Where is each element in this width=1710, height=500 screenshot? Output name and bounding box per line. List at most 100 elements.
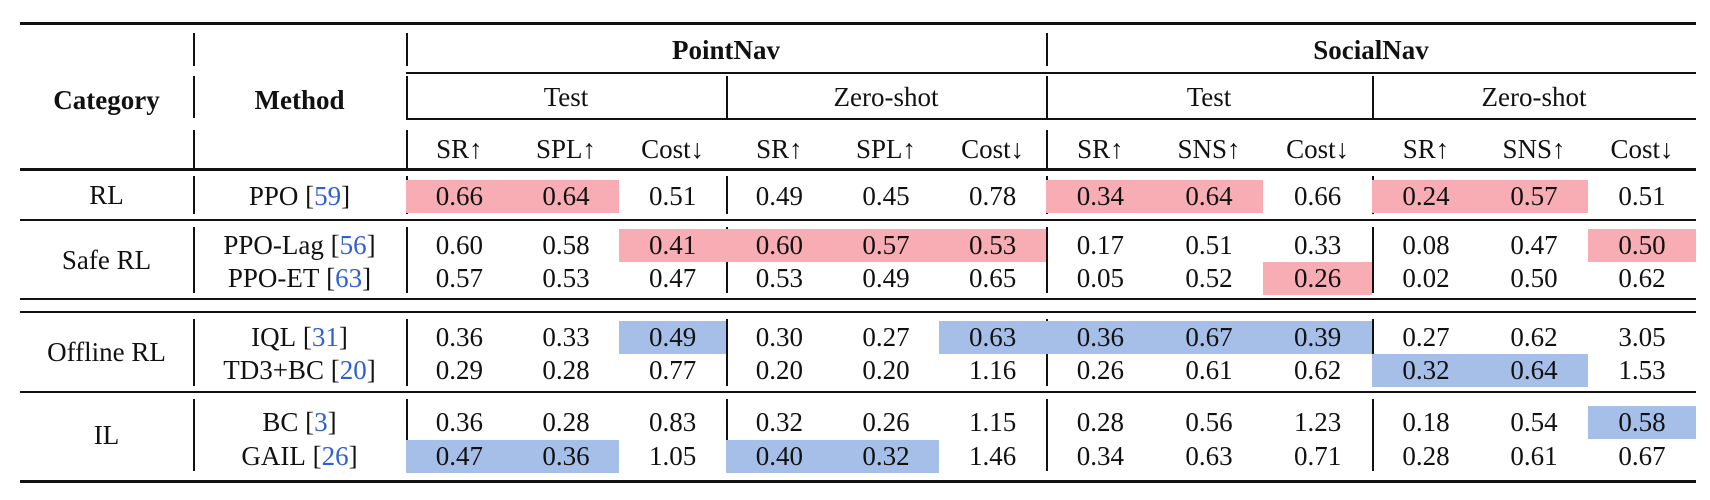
value-cell: 0.47 [649,263,697,293]
method-label: PPO-Lag [ [223,230,340,260]
value-cell: 0.08 [1402,230,1450,260]
value-cell: 0.27 [1402,322,1450,352]
value-cell: 0.64 [512,180,620,213]
method-label: IQL [ [251,322,312,352]
method-name: BC [3] [193,406,406,439]
value-cell: 0.49 [619,321,726,354]
value-cell: 0.28 [1402,441,1450,471]
header-bottom-rule [20,168,1696,171]
value-cell: 0.77 [649,355,697,385]
citation-link[interactable]: 3 [314,407,328,437]
value-cell: 0.71 [1294,441,1342,471]
column-rule [1372,76,1374,118]
value-cell: 0.30 [755,322,803,352]
citation-link[interactable]: 59 [314,181,342,211]
method-label: TD3+BC [ [223,355,340,385]
header-metric: SPL↑ [855,133,916,164]
value-cell: 0.50 [1510,263,1558,293]
value-cell: 0.41 [619,229,726,262]
value-cell: 0.63 [1185,441,1233,471]
value-cell: 3.05 [1618,322,1666,352]
value-cell: 0.62 [1618,263,1666,293]
value-cell: 0.26 [1263,262,1372,295]
column-rule [406,130,408,168]
value-cell: 0.05 [1076,263,1124,293]
value-cell: 0.65 [969,263,1017,293]
value-cell: 0.36 [435,322,483,352]
column-rule [193,33,195,66]
value-cell: 1.53 [1618,355,1666,385]
value-cell: 0.28 [542,407,590,437]
column-rule [1046,399,1048,471]
value-cell: 0.62 [1294,355,1342,385]
value-cell: 0.51 [1618,181,1666,211]
category-rule [20,298,1696,300]
value-cell: 1.05 [649,441,697,471]
top-rule [20,22,1696,25]
value-cell: 0.57 [832,229,940,262]
value-cell: 1.15 [969,407,1017,437]
value-cell: 0.47 [1510,230,1558,260]
column-rule [726,176,728,214]
column-rule [406,399,408,471]
column-rule [406,33,408,66]
value-cell: 0.67 [1618,441,1666,471]
value-cell: 0.49 [755,181,803,211]
value-cell: 0.28 [542,355,590,385]
column-rule [193,399,195,471]
value-cell: 0.17 [1076,230,1124,260]
citation-link[interactable]: 56 [339,230,367,260]
value-cell: 0.57 [435,263,483,293]
header-metric: SPL↑ [535,133,596,164]
value-cell: 0.33 [1294,230,1342,260]
value-cell: 0.33 [542,322,590,352]
value-cell: 1.46 [969,441,1017,471]
value-cell: 0.02 [1402,263,1450,293]
column-rule [406,319,408,386]
column-rule [1046,33,1048,66]
method-name: PPO-Lag [56] [193,229,406,262]
header-subgroup-zero-shot: Zero-shot [1481,81,1587,112]
value-cell: 0.24 [1372,180,1480,213]
value-cell: 0.58 [1588,406,1696,439]
category-label: Offline RL [47,337,166,367]
citation-link[interactable]: 31 [311,322,339,352]
value-cell: 1.23 [1294,407,1342,437]
citation-link[interactable]: 63 [335,263,363,293]
value-cell: 0.62 [1510,322,1558,352]
value-cell: 0.39 [1263,321,1372,354]
citation-link[interactable]: 26 [321,441,349,471]
value-cell: 0.60 [726,229,833,262]
value-cell: 0.32 [1372,354,1480,387]
value-cell: 0.47 [406,440,513,473]
header-metric: Cost↓ [961,133,1025,164]
header-subgroup-test: Test [543,81,589,112]
header-subgroup-zero-shot: Zero-shot [833,81,939,112]
value-cell: 0.26 [1076,355,1124,385]
column-rule [1372,319,1374,386]
citation-bracket: ] [327,407,337,437]
column-rule [1046,130,1048,168]
column-rule [193,130,195,168]
citation-bracket: ] [338,322,348,352]
header-group-socialnav: SocialNav [1313,35,1429,65]
value-cell: 0.54 [1510,407,1558,437]
bottom-rule [20,480,1696,483]
citation-link[interactable]: 20 [339,355,367,385]
method-label: PPO-ET [ [227,263,336,293]
value-cell: 0.32 [832,440,940,473]
value-cell: 0.18 [1402,407,1450,437]
group-rule [406,72,1696,74]
category-rule [20,311,1696,313]
header-metric: Cost↓ [1610,133,1674,164]
column-rule [726,319,728,386]
column-rule [726,399,728,471]
value-cell: 0.27 [862,322,910,352]
value-cell: 0.28 [1076,407,1124,437]
value-cell: 0.34 [1046,180,1155,213]
column-rule [1046,76,1048,118]
category-label: Safe RL [61,244,152,275]
category-rule [20,219,1696,221]
value-cell: 0.36 [512,440,620,473]
value-cell: 0.53 [542,263,590,293]
